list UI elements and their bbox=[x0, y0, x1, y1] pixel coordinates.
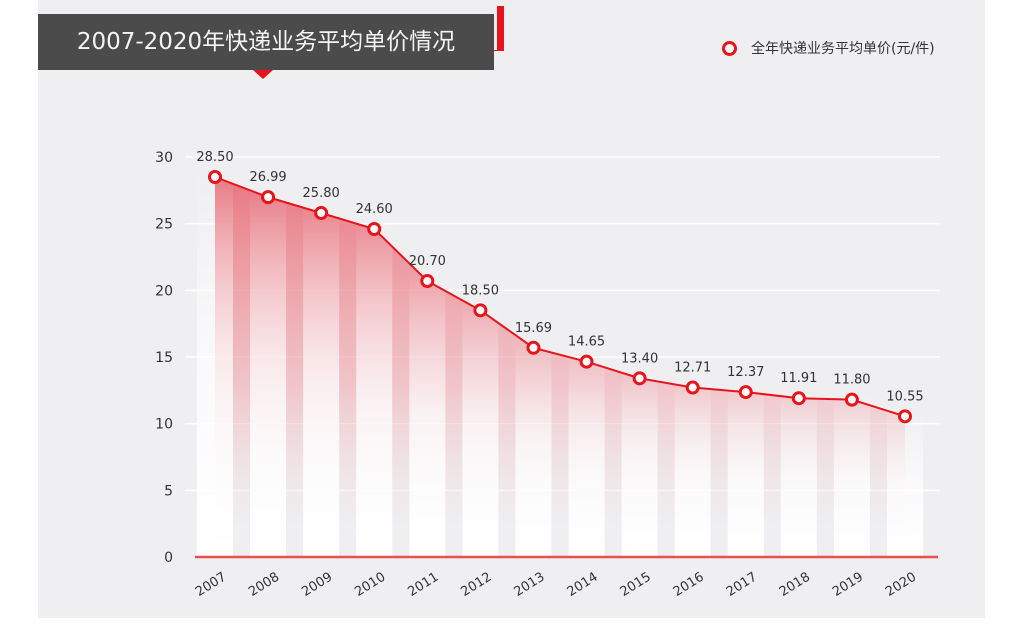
x-tick-label: 2016 bbox=[671, 570, 707, 600]
x-tick-label: 2019 bbox=[830, 570, 866, 600]
data-label: 12.71 bbox=[674, 361, 711, 376]
column-bar bbox=[568, 353, 605, 557]
column-bar bbox=[727, 384, 764, 557]
column-bar bbox=[887, 408, 923, 557]
x-tick-label: 2010 bbox=[352, 570, 388, 600]
chart-title: 2007-2020年快递业务平均单价情况 bbox=[38, 14, 494, 70]
data-label: 11.80 bbox=[833, 373, 870, 388]
x-tick-label: 2011 bbox=[405, 570, 441, 600]
y-tick-label: 5 bbox=[164, 483, 173, 499]
data-point bbox=[473, 303, 488, 318]
data-label: 24.60 bbox=[356, 202, 393, 217]
x-tick-label: 2009 bbox=[299, 570, 335, 600]
x-tick-label: 2020 bbox=[883, 570, 919, 600]
x-tick-label: 2015 bbox=[618, 570, 654, 600]
data-label: 14.65 bbox=[568, 335, 605, 350]
x-tick-label: 2017 bbox=[724, 570, 760, 600]
column-bar bbox=[621, 370, 658, 557]
column-bar bbox=[833, 391, 870, 557]
column-bar bbox=[674, 379, 711, 557]
data-label: 28.50 bbox=[196, 150, 233, 165]
data-label: 26.99 bbox=[249, 170, 286, 185]
data-point bbox=[208, 170, 222, 184]
y-tick-label: 15 bbox=[155, 350, 173, 366]
data-point bbox=[367, 222, 382, 236]
data-point bbox=[579, 354, 594, 369]
x-tick-label: 2018 bbox=[777, 570, 813, 600]
data-point bbox=[526, 340, 541, 355]
data-point bbox=[844, 392, 859, 407]
data-point bbox=[791, 391, 806, 406]
data-point bbox=[632, 371, 647, 386]
x-tick-label: 2014 bbox=[565, 570, 601, 600]
x-tick-label: 2013 bbox=[512, 570, 548, 600]
data-point bbox=[685, 380, 700, 395]
y-tick-label: 10 bbox=[155, 417, 173, 433]
data-label: 11.91 bbox=[780, 371, 817, 386]
data-point bbox=[314, 206, 329, 220]
column-bar bbox=[409, 273, 446, 557]
legend-marker-icon bbox=[722, 40, 737, 56]
data-label: 20.70 bbox=[409, 254, 446, 269]
column-bar bbox=[250, 189, 287, 557]
column-bar bbox=[356, 221, 393, 557]
data-point bbox=[420, 274, 435, 288]
legend-label: 全年快递业务平均单价(元/件) bbox=[751, 41, 935, 57]
legend: 全年快递业务平均单价(元/件) bbox=[722, 38, 935, 58]
data-label: 15.69 bbox=[515, 321, 552, 336]
data-point bbox=[738, 385, 753, 400]
data-label: 13.40 bbox=[621, 351, 658, 366]
data-point bbox=[898, 409, 912, 424]
x-tick-label: 2007 bbox=[193, 570, 229, 600]
column-bar bbox=[462, 302, 499, 557]
data-label: 25.80 bbox=[303, 186, 340, 201]
y-tick-label: 30 bbox=[155, 150, 173, 166]
y-tick-label: 0 bbox=[164, 550, 173, 566]
x-tick-label: 2012 bbox=[458, 570, 494, 600]
y-tick-label: 20 bbox=[155, 283, 173, 299]
x-tick-label: 2008 bbox=[246, 570, 282, 600]
column-bar bbox=[303, 205, 340, 557]
data-label: 10.55 bbox=[886, 389, 923, 404]
series-line bbox=[214, 176, 906, 418]
title-pointer bbox=[253, 70, 273, 79]
column-bar bbox=[780, 390, 817, 557]
data-label: 18.50 bbox=[462, 283, 499, 298]
data-point bbox=[261, 190, 276, 205]
column-bar bbox=[515, 339, 552, 557]
column-bar bbox=[197, 169, 233, 557]
y-tick-label: 25 bbox=[155, 217, 173, 233]
data-label: 12.37 bbox=[727, 365, 764, 380]
